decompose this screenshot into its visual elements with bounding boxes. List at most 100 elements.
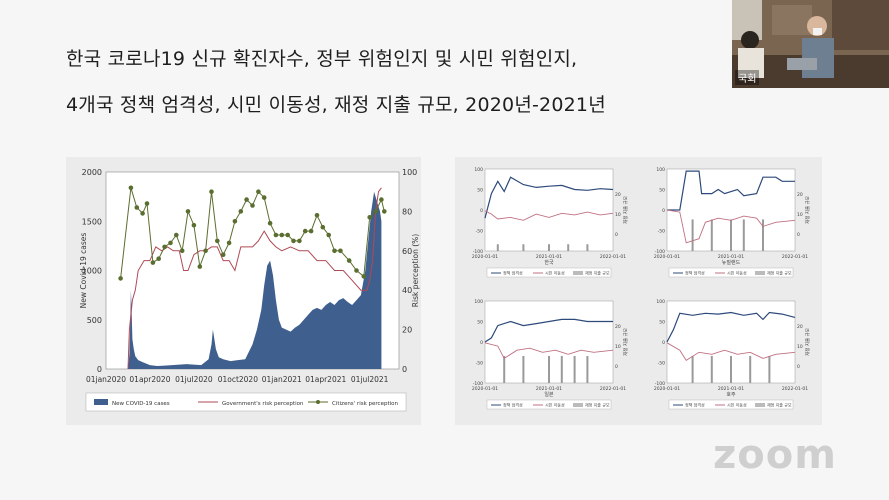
country-y-tick: 50 xyxy=(659,320,665,326)
x-tick-label: 01jan2020 xyxy=(86,375,126,384)
citizens-risk-point xyxy=(291,238,296,244)
citizens-risk-point xyxy=(174,232,179,238)
country-name: 호주 xyxy=(726,392,736,398)
legend-citizen-label: Citizens' risk perception xyxy=(332,401,398,407)
legend-mobility-label: 시민 이동성 xyxy=(545,402,565,408)
citizens-risk-point xyxy=(168,240,173,246)
country-y-tick: -100 xyxy=(655,249,665,255)
spending-bar xyxy=(560,355,563,383)
spending-bar xyxy=(548,355,550,383)
stringency-line xyxy=(484,176,614,219)
country-legend-box xyxy=(486,267,612,278)
video-scene xyxy=(732,0,889,88)
y-tick-label: 1500 xyxy=(82,217,102,226)
country-y2-tick: 20 xyxy=(797,324,803,330)
spending-bar xyxy=(730,355,732,383)
spending-bar xyxy=(691,219,694,251)
citizens-risk-point xyxy=(118,276,123,281)
citizens-risk-point xyxy=(179,248,185,254)
country-x-tick: 2020-01-01 xyxy=(472,386,498,392)
country-y-tick: 50 xyxy=(659,188,665,194)
mobility-line xyxy=(484,210,614,221)
country-y-tick: -50 xyxy=(658,361,665,367)
country-y2-tick: 10 xyxy=(615,212,621,218)
citizens-risk-point xyxy=(203,248,208,254)
country-x-tick: 2021-01-01 xyxy=(718,254,744,260)
citizens-risk-point xyxy=(279,232,285,238)
citizens-risk-point xyxy=(162,244,167,250)
country-x-tick: 2021-01-01 xyxy=(536,254,562,260)
legend-box xyxy=(85,392,407,412)
y2-tick-label: 0 xyxy=(402,365,407,374)
country-x-tick: 2022-01-01 xyxy=(782,254,808,260)
slide-title-line2: 4개국 정책 엄격성, 시민 이동성, 재정 지출 규모, 2020년-2021… xyxy=(66,94,606,116)
citizens-risk-point xyxy=(379,197,384,202)
citizens-risk-point xyxy=(244,197,249,202)
mobility-line xyxy=(666,342,796,362)
citizens-risk-point xyxy=(308,228,314,234)
spending-bar xyxy=(586,244,589,251)
country-name: 뉴질랜드 xyxy=(722,259,741,266)
country-legend-box xyxy=(486,399,612,410)
country-y-tick: -50 xyxy=(658,229,665,235)
stringency-line xyxy=(484,318,613,343)
new-cases-bars xyxy=(127,191,382,369)
citizens-risk-point xyxy=(267,220,273,226)
legend-spending-swatch xyxy=(755,403,765,407)
legend-mobility-label: 시민 이동성 xyxy=(545,270,565,276)
mobility-line xyxy=(484,342,614,360)
country-y2-tick: 0 xyxy=(797,364,800,370)
citizens-risk-point xyxy=(226,240,232,246)
country-y2-tick: 20 xyxy=(615,192,621,198)
spending-bar xyxy=(710,355,713,383)
citizens-risk-point xyxy=(367,215,373,220)
spending-bar xyxy=(768,355,771,383)
spending-bar xyxy=(691,355,694,383)
spending-bar xyxy=(567,244,570,251)
country-plot-area xyxy=(484,168,614,252)
country-y-tick: -100 xyxy=(473,381,483,387)
legend-spending-swatch xyxy=(573,271,583,275)
country-name: 일본 xyxy=(544,391,554,398)
citizens-risk-point xyxy=(232,219,238,224)
participant-video-thumbnail[interactable]: 국회 xyxy=(732,0,889,88)
legend-spending-label: 재정 지출 규모 xyxy=(585,402,610,408)
legend-mobility-label: 시민 이동성 xyxy=(727,270,747,276)
x-tick-label: 01jan2021 xyxy=(262,375,302,384)
country-y-tick: 100 xyxy=(656,167,665,173)
country-name: 한국 xyxy=(544,260,554,266)
mobility-line xyxy=(666,209,796,244)
four-country-charts-panel: 100 50 0 -50 -100 20 10 0 재정 지출 규모 2020-01-01 2021… xyxy=(455,157,822,425)
citizens-risk-point xyxy=(197,264,203,269)
country-x-tick: 2022-01-01 xyxy=(782,386,808,392)
country-y-tick: -50 xyxy=(476,361,483,367)
spending-bar xyxy=(749,355,752,383)
legend-spending-label: 재정 지출 규모 xyxy=(767,402,792,408)
y2-tick-label: 20 xyxy=(402,326,412,335)
y-tick-label: 500 xyxy=(87,316,102,325)
country-y2-tick: 10 xyxy=(797,344,803,350)
country-y-tick: -50 xyxy=(476,229,483,235)
citizens-risk-point xyxy=(354,268,359,273)
spending-bar xyxy=(710,219,713,251)
citizens-risk-point xyxy=(261,195,267,200)
legend-mobility-label: 시민 이동성 xyxy=(727,402,747,408)
participant-name-label: 국회 xyxy=(735,70,760,85)
country-y2-label: 재정 지출 규모 xyxy=(622,328,629,356)
country-legend-box xyxy=(668,399,794,410)
legend-citizen-marker xyxy=(316,400,320,404)
y-tick-label: 0 xyxy=(97,365,102,374)
country-y-tick: 50 xyxy=(477,320,483,326)
country-x-tick: 2020-01-01 xyxy=(472,254,498,260)
legend-stringency-label: 정책 엄격성 xyxy=(503,270,523,276)
legend-stringency-label: 정책 엄격성 xyxy=(503,402,523,408)
country-y-tick: 0 xyxy=(662,208,665,214)
country-y2-tick: 10 xyxy=(615,344,621,350)
stringency-line xyxy=(666,311,796,343)
citizens-risk-point xyxy=(144,201,150,206)
y2-tick-label: 100 xyxy=(402,168,417,177)
